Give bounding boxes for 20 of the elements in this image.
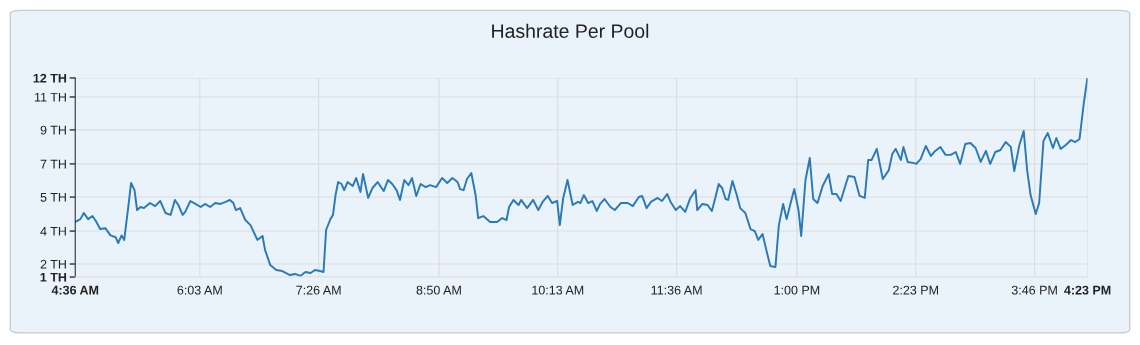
y-tick-label: 4 TH xyxy=(40,227,66,236)
x-tick-label: 6:03 AM xyxy=(177,285,222,295)
x-tick-label: 3:46 PM xyxy=(1011,285,1057,295)
line-series xyxy=(75,77,1088,277)
y-tick-label: 1 TH xyxy=(40,272,67,282)
y-tick-label: 12 TH xyxy=(33,73,67,83)
y-tick-label: 9 TH xyxy=(40,125,66,135)
y-tick-label: 7 TH xyxy=(40,159,66,169)
x-tick-label: 2:23 PM xyxy=(893,285,938,295)
x-tick-label: 7:26 AM xyxy=(296,285,341,295)
x-tick-label: 1:00 PM xyxy=(774,285,820,295)
y-tick-label: 2 TH xyxy=(40,259,66,269)
x-tick-label: 4:36 AM xyxy=(51,285,99,295)
x-tick-label: 10:13 AM xyxy=(532,285,584,295)
y-tick-label: 11 TH xyxy=(34,92,66,102)
y-tick-label: 5 TH xyxy=(40,192,66,202)
x-tick-label: 4:23 PM xyxy=(1064,285,1111,295)
x-tick-label: 8:50 AM xyxy=(416,285,461,295)
x-tick-label: 11:36 AM xyxy=(651,285,702,295)
chart-title: Hashrate Per Pool xyxy=(492,23,649,38)
